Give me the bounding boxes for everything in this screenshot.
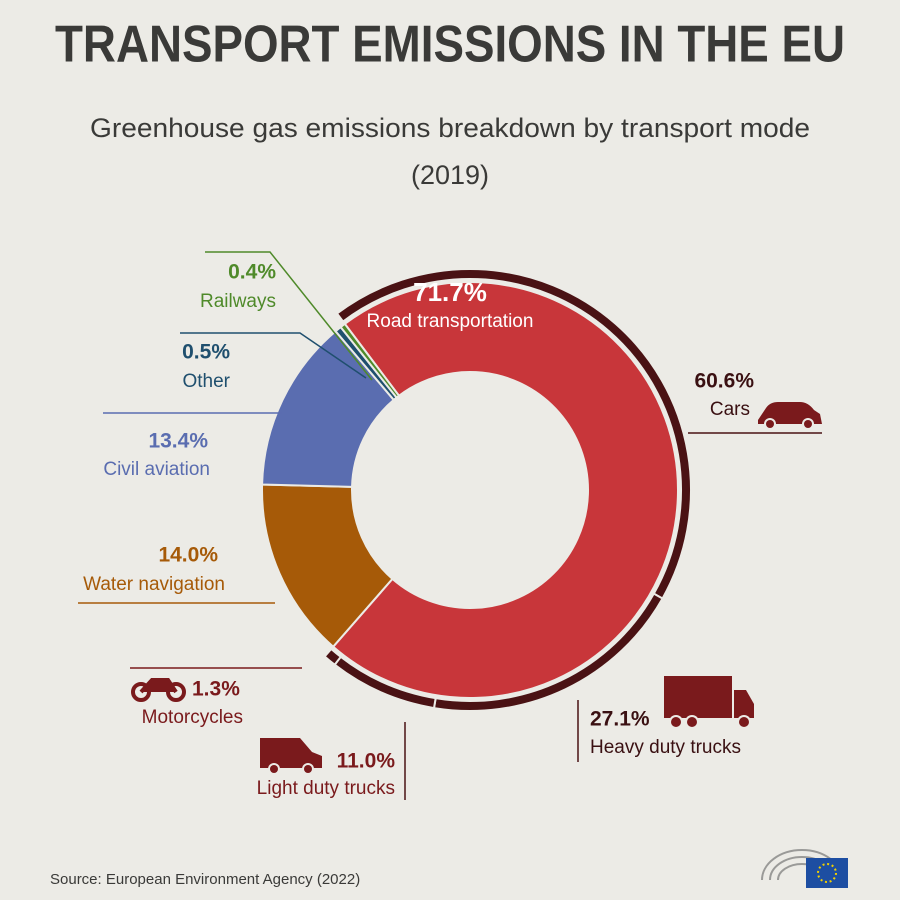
motorcycle-icon [131,678,186,702]
donut-segment [339,322,401,399]
category-label: Water navigation [83,574,225,595]
donut-segment [331,281,679,699]
leader-line [205,251,373,381]
data-label: 0.5% [182,341,230,364]
leader-line [180,332,367,379]
breakdown-segment [323,647,343,667]
category-label: Civil aviation [103,459,210,480]
chart-subtitle: (2019) [411,160,489,190]
source-note: Source: European Environment Agency (202… [50,871,360,888]
truck-icon [664,676,754,729]
category-label: Other [182,371,230,392]
data-label: 14.0% [158,544,218,567]
data-label: 60.6% [694,370,754,393]
category-label: Cars [710,399,750,420]
chart-subtitle: Greenhouse gas emissions breakdown by tr… [90,113,810,143]
data-label: 71.7% [413,277,487,307]
category-label: Motorcycles [142,707,243,728]
car-icon [758,402,822,430]
data-label: 1.3% [192,678,240,701]
category-label: Road transportation [367,311,534,332]
data-label: 13.4% [148,430,208,453]
data-label: 11.0% [337,750,396,773]
category-label: Light duty trucks [257,778,395,799]
data-label: 0.4% [228,261,276,284]
chart-title: TRANSPORT EMISSIONS IN THE EU [55,16,845,74]
category-label: Heavy duty trucks [590,737,741,758]
logo [761,849,848,888]
van-icon [260,738,322,775]
data-label: 27.1% [590,708,650,731]
category-label: Railways [200,291,276,312]
